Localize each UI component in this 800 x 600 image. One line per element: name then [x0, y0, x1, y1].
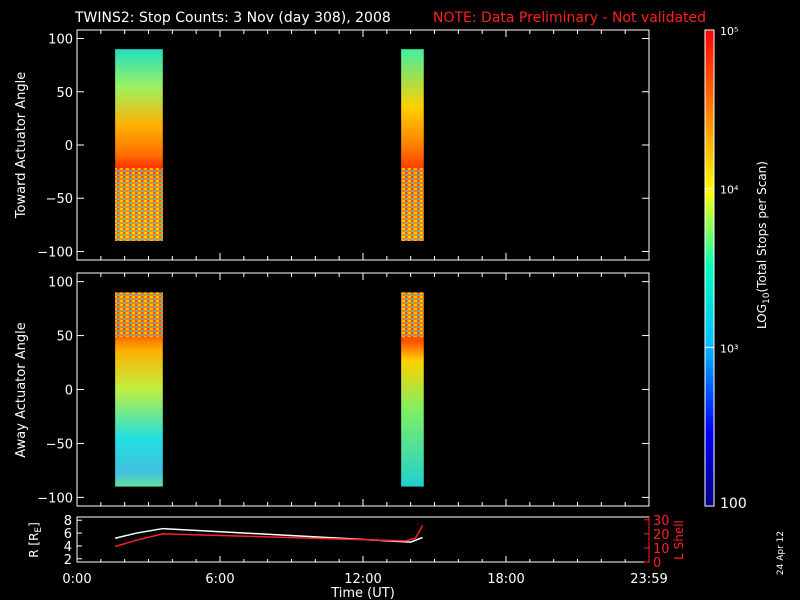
date-stamp: 24 Apr 12 — [776, 531, 786, 575]
colorbar-label-main: LOG — [755, 304, 769, 329]
l-shell-axis-label: L Shell — [672, 520, 686, 560]
time-axis-label: Time (UT) — [330, 586, 395, 600]
heatmap-block-2 — [401, 292, 424, 487]
l-shell-tick-label: 30 — [653, 514, 670, 529]
toward-angle-ylabel: Toward Actuator Angle — [14, 72, 29, 219]
radius-tick-label: 4 — [64, 540, 72, 555]
colorbar-tick-label: 100 — [720, 496, 747, 512]
radius-axis-label-end: ] — [27, 522, 41, 527]
ytick-label: −50 — [46, 437, 73, 452]
ytick-label: 50 — [56, 86, 73, 101]
time-tick-label: 12:00 — [344, 572, 381, 587]
radius-axis-label-main: R [R — [27, 533, 41, 558]
radius-axis-label-sub: E — [34, 527, 44, 533]
heatmap-noise-2 — [401, 168, 424, 241]
time-tick-label: 6:00 — [205, 572, 234, 587]
colorbar-tick-label: 10⁵ — [720, 25, 738, 38]
radius-tick-label: 2 — [64, 553, 72, 568]
l-shell-tick-label: 10 — [653, 542, 670, 557]
colorbar-label-sub: 10 — [762, 292, 772, 304]
heatmap-noise-1 — [115, 168, 163, 241]
ytick-label: 50 — [56, 330, 73, 345]
away-angle-ylabel: Away Actuator Angle — [14, 322, 29, 457]
heatmap-noise-1 — [115, 292, 163, 338]
ytick-label: −100 — [37, 245, 73, 260]
figure-title: TWINS2: Stop Counts: 3 Nov (day 308), 20… — [74, 10, 391, 26]
ytick-label: −100 — [37, 491, 73, 506]
ytick-label: −50 — [46, 192, 73, 207]
colorbar-tick-label: 10³ — [720, 342, 738, 355]
time-tick-label: 0:00 — [62, 572, 91, 587]
away-angle-plot-area — [77, 273, 649, 506]
l-shell-tick-label: 20 — [653, 528, 670, 543]
radius-tick-label: 6 — [64, 527, 72, 542]
colorbar-tick-label: 10⁴ — [720, 184, 739, 197]
ytick-label: 100 — [48, 276, 73, 291]
time-tick-label: 18:00 — [487, 572, 524, 587]
radius-series-line — [114, 527, 423, 543]
away-angle-panel: 100 50 0 −50 −100 Away Actuator Angle — [14, 272, 650, 507]
time-tick-label: 23:59 — [630, 572, 667, 587]
ytick-label: 0 — [65, 384, 73, 399]
heatmap-noise-2 — [401, 292, 424, 338]
colorbar-label: LOG10(Total Stops per Scan) — [755, 161, 772, 329]
colorbar: 100 10³ 10⁴ 10⁵ LOG10(Total Stops per Scan) — [704, 25, 772, 512]
ytick-label: 100 — [48, 33, 73, 48]
colorbar-label-rest: (Total Stops per Scan) — [755, 161, 769, 292]
l-shell-series-line — [114, 525, 424, 548]
colorbar-gradient — [705, 30, 714, 506]
toward-angle-panel: 100 50 0 −50 −100 Toward Actuator Angle — [14, 29, 650, 261]
l-shell-tick-label: 0 — [653, 556, 661, 571]
toward-angle-plot-area — [77, 30, 649, 260]
radius-tick-label: 8 — [64, 514, 72, 529]
radius-axis-label: R [RE] — [27, 522, 44, 558]
ytick-label: 0 — [65, 139, 73, 154]
preliminary-note: NOTE: Data Preliminary - Not validated — [433, 10, 706, 26]
